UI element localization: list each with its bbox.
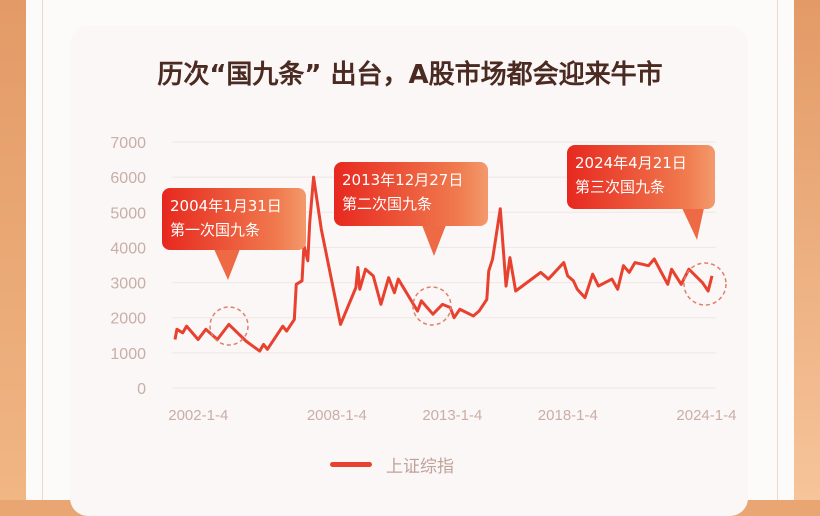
x-tick-label: 2002-1-4 (168, 407, 228, 424)
y-tick-label: 7000 (110, 135, 146, 152)
x-tick-label: 2013-1-4 (422, 407, 482, 424)
y-tick-label: 3000 (110, 276, 146, 293)
legend-label: 上证综指 (386, 452, 454, 477)
x-tick-label: 2008-1-4 (307, 407, 367, 424)
callout-pointer (214, 249, 240, 280)
y-tick-label: 2000 (110, 311, 146, 328)
annotation-date: 2004年1月31日 (170, 194, 298, 218)
annotation-date: 2024年4月21日 (575, 151, 707, 175)
callout-pointer (422, 225, 446, 256)
line-chart: 0 1000 2000 3000 4000 5000 6000 7000 2002-1-4 200… (0, 0, 820, 500)
legend: 上证综指 (330, 452, 454, 477)
callout-pointer (682, 208, 704, 240)
legend-swatch (330, 462, 372, 467)
y-tick-label: 5000 (110, 205, 146, 222)
y-tick-label: 1000 (110, 346, 146, 363)
annotation-date: 2013年12月27日 (342, 168, 480, 192)
y-tick-label: 4000 (110, 240, 146, 257)
annotation-label: 第一次国九条 (170, 218, 298, 242)
annotation-callout-2: 2013年12月27日 第二次国九条 (334, 162, 488, 226)
annotation-callout-1: 2004年1月31日 第一次国九条 (162, 188, 306, 250)
annotation-label: 第三次国九条 (575, 175, 707, 199)
x-tick-label: 2018-1-4 (538, 407, 598, 424)
annotation-label: 第二次国九条 (342, 192, 480, 216)
y-tick-label: 0 (137, 381, 146, 398)
x-tick-label: 2024-1-4 (676, 407, 736, 424)
annotation-callout-3: 2024年4月21日 第三次国九条 (567, 145, 715, 209)
y-tick-label: 6000 (110, 170, 146, 187)
